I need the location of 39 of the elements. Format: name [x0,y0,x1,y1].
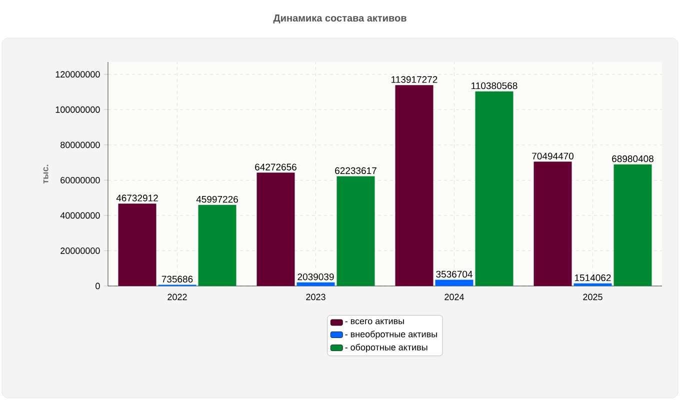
y-tick-label: 60000000 [60,176,100,184]
x-tick-label: 2023 [306,294,326,300]
bar [534,162,572,286]
bar [574,283,612,286]
data-label: 62233617 [335,167,376,174]
bar [198,204,236,286]
y-tick-label: 80000000 [60,142,100,148]
chart-title: Динамика состава активов [273,14,406,24]
data-label: 68980408 [612,155,654,162]
y-tick-label: 120000000 [56,71,100,78]
data-label: 70494470 [532,152,574,160]
legend-label: - внеобротные активы [345,330,437,340]
data-label: 113917272 [392,76,438,83]
legend-label: - всего активы [345,319,404,324]
bar [256,172,295,286]
data-label: 46732912 [116,194,158,202]
bar [475,91,514,286]
bar [435,280,474,286]
bar [336,176,375,286]
y-axis-title: тыс. [43,164,48,184]
y-tick-label: 40000000 [60,212,100,219]
data-label: 735686 [162,276,193,283]
data-label: 2039039 [298,273,334,280]
legend-label: - оборотные активы [345,344,428,352]
data-label: 3536704 [436,270,472,278]
data-label: 45997226 [196,196,238,203]
x-tick-label: 2024 [444,294,464,300]
data-label: 64272656 [255,164,296,170]
x-tick-label: 2022 [168,294,187,300]
y-tick-label: 20000000 [60,248,100,254]
bar [395,85,434,286]
y-tick-label: 0 [96,282,100,290]
bar [614,164,652,286]
bar [296,282,335,286]
x-tick-label: 2025 [583,294,602,300]
bar [118,204,156,286]
data-label: 1514062 [574,274,611,282]
y-tick-label: 100000000 [56,106,100,113]
data-label: 110380568 [472,82,518,90]
